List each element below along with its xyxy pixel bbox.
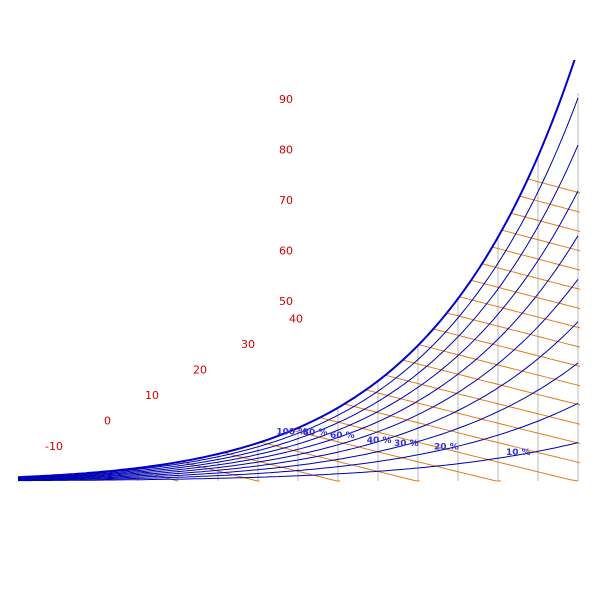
- curve-label: 100 %: [276, 428, 307, 438]
- enthalpy-line: [527, 178, 580, 194]
- enthalpy-tick-label: 30: [241, 338, 255, 351]
- humidity-curve: [17, 235, 579, 480]
- enthalpy-line: [501, 229, 580, 252]
- humidity-curve: [17, 97, 579, 478]
- humidity-curves: [17, 60, 579, 482]
- enthalpy-tick-label: 60: [279, 245, 293, 258]
- humidity-curve-labels: 100 %80 % 60 % 40 % 30 % 20 % 10 %: [276, 428, 530, 458]
- enthalpy-line: [470, 279, 580, 310]
- humidity-curve: [18, 362, 579, 481]
- humidity-curve: [17, 144, 579, 479]
- saturation-curve: [17, 60, 576, 479]
- humidity-curve: [17, 278, 579, 480]
- enthalpy-tick-label: -10: [45, 440, 63, 453]
- enthalpy-line: [344, 403, 580, 464]
- enthalpy-tick-label: 40: [289, 313, 303, 326]
- enthalpy-line: [481, 263, 580, 290]
- curve-label: 60 %: [330, 431, 355, 441]
- temperature-gridlines: [97, 93, 579, 481]
- enthalpy-line: [402, 359, 580, 406]
- enthalpy-tick-label: 50: [279, 295, 293, 308]
- enthalpy-line: [459, 296, 580, 329]
- curve-label: 80 %: [303, 428, 328, 438]
- curve-label: 40 %: [367, 436, 392, 446]
- curve-label: 10 %: [506, 448, 531, 458]
- enthalpy-line: [519, 195, 580, 213]
- enthalpy-line: [180, 461, 260, 482]
- enthalpy-tick-label: 80: [279, 144, 293, 157]
- humidity-curve: [17, 190, 579, 479]
- enthalpy-line: [260, 441, 420, 482]
- enthalpy-line: [510, 212, 580, 233]
- enthalpy-tick-label: 70: [279, 194, 293, 207]
- enthalpy-line: [385, 374, 580, 425]
- humidity-curve: [17, 321, 579, 480]
- enthalpy-line: [433, 328, 580, 367]
- curve-label: 30 %: [394, 439, 419, 449]
- enthalpy-tick-label: 0: [104, 415, 111, 428]
- enthalpy-line: [446, 312, 580, 348]
- humidity-curve: [18, 442, 579, 482]
- enthalpy-tick-label: 90: [279, 93, 293, 106]
- enthalpy-line: [292, 429, 502, 482]
- enthalpy-line: [492, 246, 580, 271]
- enthalpy-tick-label: 20: [193, 364, 207, 377]
- enthalpy-line: [365, 389, 580, 444]
- enthalpy-gridlines: [130, 178, 580, 482]
- enthalpy-tick-labels: -10 0 10 20 30 40 50 60 70 80 90: [45, 93, 303, 453]
- humidity-curve: [18, 402, 579, 481]
- curve-label: 20 %: [434, 443, 459, 453]
- enthalpy-tick-label: 10: [145, 389, 159, 402]
